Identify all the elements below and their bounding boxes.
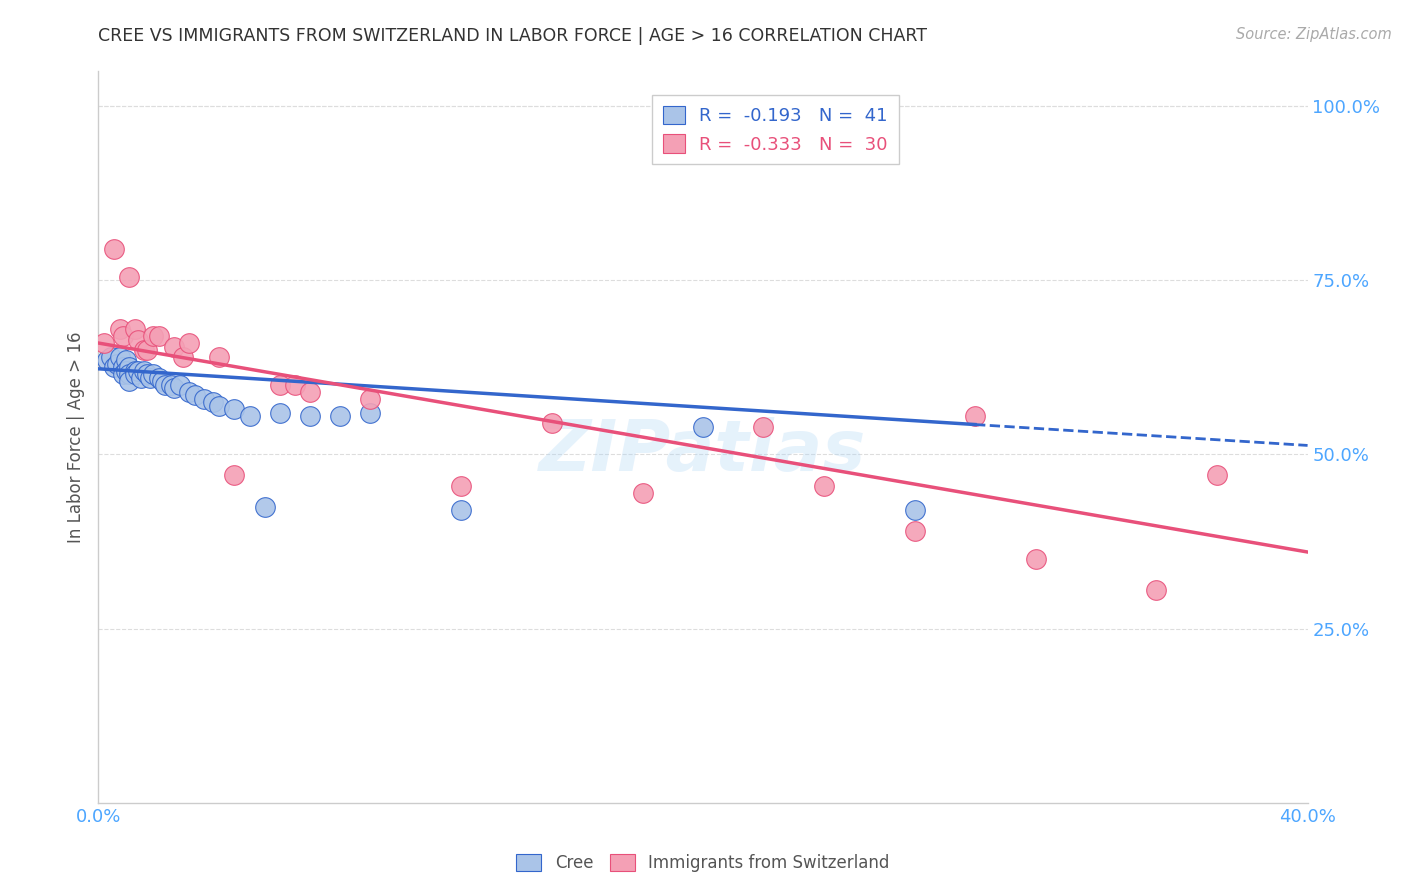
Point [103,360,125,375]
Point [135,343,157,357]
Legend: R =  -0.193   N =  41, R =  -0.333   N =  30: R = -0.193 N = 41, R = -0.333 N = 30 [652,95,898,164]
Point [132,364,155,378]
Point [93,336,115,351]
Point [108,322,131,336]
Point [132,343,155,357]
Point [163,381,186,395]
Point [631,485,654,500]
Point [208,399,231,413]
Point [105,357,128,371]
Point [111,368,134,382]
Point [150,375,173,389]
Point [163,339,186,353]
Point [284,377,307,392]
Text: ZIPatlas: ZIPatlas [540,417,866,486]
Point [139,371,162,385]
Point [124,322,146,336]
Point [135,368,157,382]
Point [299,384,322,399]
Point [269,406,291,420]
Point [177,336,201,351]
Point [1206,468,1229,483]
Point [153,377,176,392]
Point [114,364,136,378]
Point [96,353,118,368]
Point [184,388,207,402]
Point [269,377,291,392]
Point [118,375,141,389]
Point [904,503,927,517]
Point [148,371,170,385]
Point [118,368,141,382]
Point [160,377,183,392]
Point [118,360,141,375]
Point [450,479,472,493]
Point [360,392,382,406]
Point [329,409,352,424]
Point [148,329,170,343]
Point [752,419,775,434]
Point [142,329,165,343]
Point [193,392,215,406]
Point [108,350,131,364]
Point [450,503,472,517]
Point [111,360,134,375]
Point [299,409,322,424]
Point [118,269,141,284]
Point [239,409,262,424]
Point [692,419,714,434]
Point [177,384,201,399]
Point [208,350,231,364]
Point [224,402,246,417]
Point [114,353,136,368]
Y-axis label: In Labor Force | Age > 16: In Labor Force | Age > 16 [66,331,84,543]
Point [129,371,152,385]
Point [813,479,835,493]
Point [111,329,134,343]
Point [172,350,194,364]
Point [1144,583,1167,598]
Point [127,333,149,347]
Point [904,524,927,538]
Point [142,368,165,382]
Point [169,377,191,392]
Point [100,350,122,364]
Point [253,500,276,514]
Point [103,242,125,256]
Point [124,364,146,378]
Point [540,416,562,430]
Point [360,406,382,420]
Text: Source: ZipAtlas.com: Source: ZipAtlas.com [1236,27,1392,42]
Text: CREE VS IMMIGRANTS FROM SWITZERLAND IN LABOR FORCE | AGE > 16 CORRELATION CHART: CREE VS IMMIGRANTS FROM SWITZERLAND IN L… [98,27,928,45]
Point [965,409,987,424]
Point [1024,552,1046,566]
Point [127,364,149,378]
Point [202,395,225,409]
Point [224,468,246,483]
Point [124,368,146,382]
